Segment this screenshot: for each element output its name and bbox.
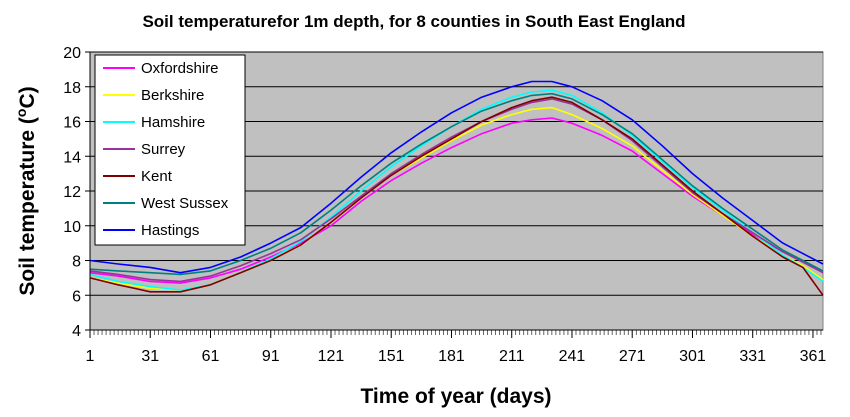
series-lines (89, 80, 824, 296)
y-axis-title-superscript: o (13, 109, 29, 118)
x-tick-label: 301 (679, 348, 706, 365)
y-tick-label: 14 (63, 149, 81, 166)
y-axis-title-main: Soil temperature ( (16, 117, 39, 296)
x-tick-label: 121 (318, 348, 345, 365)
x-tick-label: 241 (559, 348, 586, 365)
y-axis-title-unit: C) (16, 86, 39, 108)
legend-label-kent: Kent (141, 168, 173, 185)
legend-label-hamshire: Hamshire (141, 114, 205, 131)
legend-label-berkshire: Berkshire (141, 87, 204, 104)
x-tick-label: 31 (141, 348, 159, 365)
series-line-hastings (89, 80, 824, 274)
x-axis-title: Time of year (days) (360, 385, 551, 408)
x-tick-label: 151 (378, 348, 405, 365)
x-tick-label: 331 (739, 348, 766, 365)
legend-label-hastings: Hastings (141, 222, 199, 239)
y-tick-label: 8 (72, 254, 81, 271)
x-tick-label: 271 (619, 348, 646, 365)
legend-label-west-sussex: West Sussex (141, 195, 229, 212)
y-tick-label: 18 (63, 80, 81, 97)
legend: Oxfordshire Berkshire Hamshire Surrey Kent We… (94, 54, 246, 246)
x-tick-label: 61 (202, 348, 220, 365)
x-tick-label: 91 (262, 348, 280, 365)
legend-label-oxfordshire: Oxfordshire (141, 60, 219, 77)
x-tick-label: 1 (86, 348, 95, 365)
x-tick-label: 181 (438, 348, 465, 365)
y-axis-title: Soil temperature (oC) (13, 86, 39, 295)
chart-title: Soil temperaturefor 1m depth, for 8 coun… (142, 12, 685, 31)
y-tick-label: 10 (63, 219, 81, 236)
x-axis-ticks: 1 31 61 91 121 151 181 211 241 271 301 331 361 (86, 330, 827, 365)
y-tick-label: 12 (63, 184, 81, 201)
y-tick-label: 4 (72, 323, 81, 340)
x-tick-label: 361 (800, 348, 827, 365)
y-tick-label: 20 (63, 45, 81, 62)
y-tick-label: 6 (72, 288, 81, 305)
y-tick-label: 16 (63, 115, 81, 132)
x-minor-ticks (89, 330, 822, 335)
series-line-west-sussex (89, 92, 824, 276)
series-line-kent (89, 96, 824, 296)
x-tick-label: 211 (499, 348, 525, 365)
legend-label-surrey: Surrey (141, 141, 186, 158)
y-axis-ticks: 4 6 8 10 12 14 16 18 20 (63, 45, 90, 340)
